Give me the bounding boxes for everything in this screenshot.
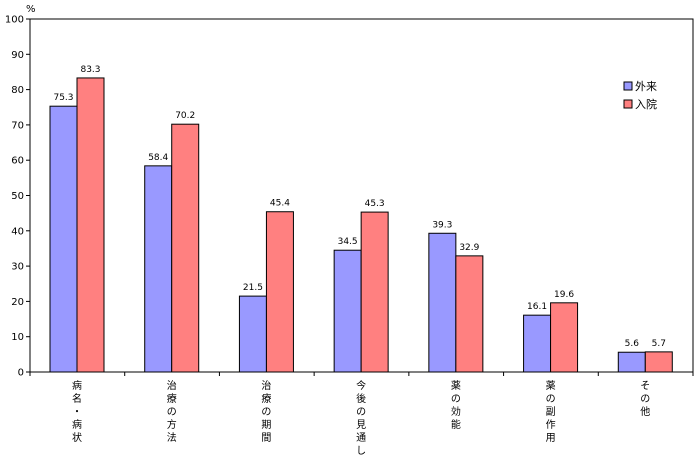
legend-swatch	[623, 99, 633, 109]
y-tick-label: 20	[11, 297, 24, 308]
x-category-label-char: 病	[72, 379, 82, 392]
bar-inpatient	[76, 77, 105, 373]
x-category-label-char: の	[261, 407, 271, 418]
bar-inpatient	[644, 351, 673, 373]
x-category-label-char: 療	[167, 392, 177, 405]
x-category-label-char: そ	[640, 380, 650, 392]
data-label: 45.4	[270, 199, 290, 209]
data-label: 39.3	[432, 220, 452, 230]
y-tick-label: 80	[11, 85, 24, 96]
data-label: 45.3	[365, 199, 385, 209]
data-label: 75.3	[53, 93, 73, 103]
x-category-label-char: 見	[356, 419, 366, 431]
x-category-label-char: 療	[261, 392, 271, 405]
x-category-label-char: 治	[261, 379, 271, 392]
bar-outpatient	[523, 314, 552, 373]
x-category-label-char: 通	[356, 432, 366, 444]
y-tick-label: 50	[11, 191, 24, 202]
x-category-label-char: 効	[451, 405, 461, 418]
x-category-label-char: の	[546, 394, 556, 405]
data-label: 16.1	[527, 302, 547, 312]
x-category-label-char: 作	[546, 419, 556, 431]
x-category-label-char: 後	[356, 392, 366, 405]
x-category-label-char: の	[356, 407, 366, 418]
x-category-label-char: 法	[167, 431, 177, 444]
x-category-label-char: 今	[356, 379, 366, 392]
data-label: 32.9	[459, 243, 479, 253]
bar-outpatient	[144, 165, 173, 373]
y-tick-label: 90	[11, 50, 24, 61]
bar-inpatient	[455, 255, 484, 373]
x-category-label-char: 治	[167, 379, 177, 392]
bar-series	[49, 77, 673, 373]
x-category-label-char: し	[356, 445, 366, 457]
x-category-label-char: の	[640, 394, 650, 405]
legend-label: 外来	[635, 80, 657, 93]
y-tick-label: 40	[11, 226, 24, 237]
bar-outpatient	[333, 249, 362, 373]
x-category-label-char: ・	[72, 407, 82, 418]
y-tick-label: 100	[5, 15, 24, 26]
y-tick-label: 0	[18, 368, 24, 379]
x-category-label-char: 間	[261, 432, 271, 444]
bar-outpatient	[428, 232, 457, 373]
y-tick-label: 70	[11, 120, 24, 131]
legend-label: 入院	[635, 97, 657, 111]
bar-inpatient	[360, 211, 389, 373]
data-label: 5.6	[625, 339, 640, 349]
data-label: 34.5	[338, 237, 358, 247]
x-category-label-char: 薬	[546, 380, 556, 392]
data-label: 19.6	[554, 290, 574, 300]
bar-inpatient	[265, 211, 294, 373]
data-label: 21.5	[243, 283, 263, 293]
bar-inpatient	[171, 123, 200, 373]
x-category-label-char: 用	[546, 433, 556, 444]
legend-swatch	[623, 81, 633, 91]
x-category-label-char: 期	[261, 419, 271, 431]
x-category-label-char: の	[451, 394, 461, 405]
y-tick-label: 30	[11, 262, 24, 273]
x-category-label-char: 能	[451, 418, 461, 431]
bar-outpatient	[238, 295, 267, 373]
x-category-label-char: 薬	[451, 380, 461, 392]
x-category-label-char: 名	[72, 392, 82, 405]
data-label: 58.4	[148, 153, 168, 163]
y-axis-unit-label: %	[26, 4, 36, 15]
data-labels: 75.3 83.3 58.4 70.2 21.5 45.4 34.5 45.3 39.3 32.9…	[53, 65, 665, 349]
x-category-label-char: の	[167, 407, 177, 418]
x-category-label-char: 副	[546, 406, 556, 418]
x-category-label-char: 他	[640, 405, 650, 418]
bar-outpatient	[49, 105, 78, 373]
bar-outpatient	[617, 351, 646, 373]
bar-inpatient	[550, 302, 579, 373]
data-label: 70.2	[175, 111, 195, 121]
x-category-label-char: 病	[72, 418, 82, 431]
data-label: 83.3	[80, 65, 100, 75]
x-category-label-char: 状	[72, 431, 82, 444]
y-tick-label: 10	[11, 332, 24, 343]
y-tick-label: 60	[11, 156, 24, 167]
data-label: 5.7	[652, 339, 666, 349]
x-category-label-char: 方	[167, 418, 177, 431]
